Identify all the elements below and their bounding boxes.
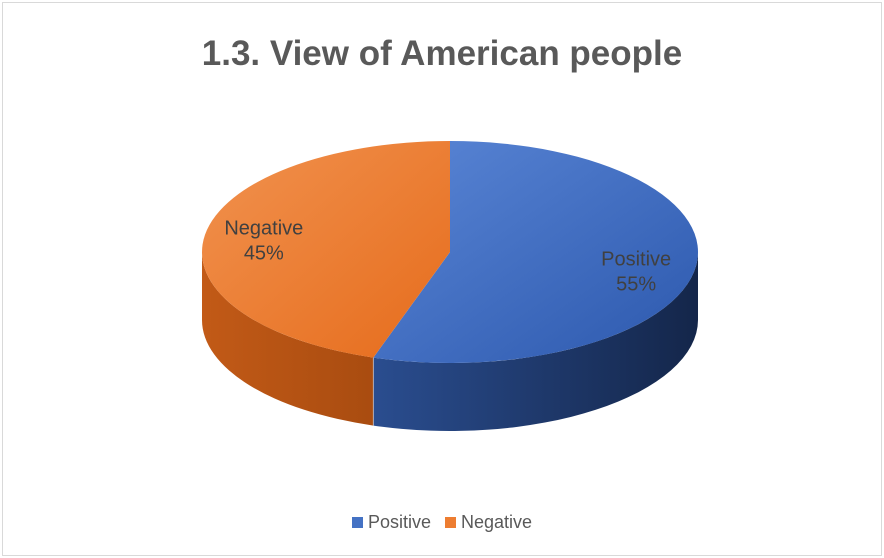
legend-swatch-negative [444,517,456,528]
pie-slice-negative [202,141,450,358]
data-label-name: Negative [224,217,303,239]
data-label-negative: Negative 45% [224,217,303,264]
legend-label-negative: Negative [460,512,533,532]
data-label-name: Positive [601,249,671,271]
pie-slice-positive [373,141,698,364]
legend-item-positive: Positive [351,512,431,533]
data-label-positive: Positive 55% [601,249,671,296]
legend-label-positive: Positive [367,512,431,532]
legend-item-negative: Negative [444,512,533,533]
pie-side-negative [202,252,374,426]
legend-swatch-positive [351,517,363,528]
pie-side-positive [373,252,698,431]
legend: Positive Negative [0,512,884,533]
chart-title: 1.3. View of American people [201,34,683,73]
data-label-percent: 45% [244,242,284,264]
data-label-percent: 55% [616,274,656,296]
